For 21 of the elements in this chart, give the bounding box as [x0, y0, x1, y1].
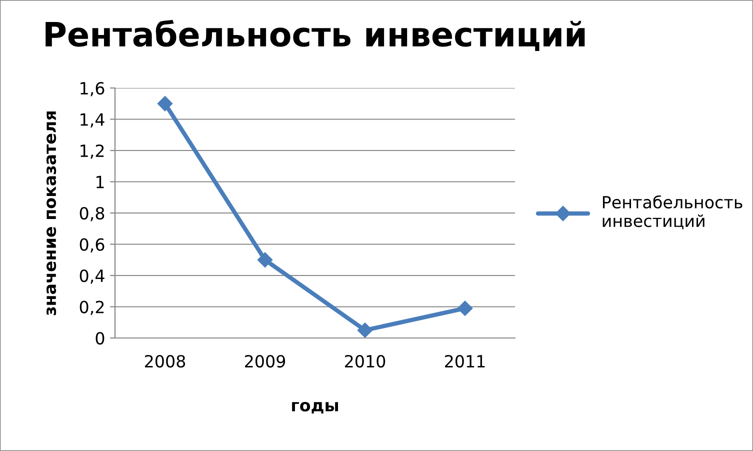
- point: [157, 96, 173, 112]
- x-tick-label: 2010: [345, 354, 386, 368]
- y-tick-label: 1,6: [80, 82, 104, 96]
- y-tick-label: 0,4: [80, 269, 104, 284]
- x-axis-title: годы: [292, 402, 338, 414]
- y-tick-label: 0,6: [80, 238, 104, 253]
- x-tick-label: 2008: [145, 354, 186, 368]
- legend-label: Рентабельность инвестиций: [602, 195, 742, 230]
- x-tick-label: 2009: [245, 354, 286, 368]
- point: [457, 300, 473, 316]
- y-tick-label: 0,2: [80, 300, 104, 316]
- y-tick-label: 0: [96, 332, 104, 345]
- y-axis-title: значение показателя: [46, 111, 56, 316]
- y-tick-label: 1,4: [80, 113, 104, 128]
- y-tick-label: 0,8: [80, 206, 104, 222]
- point: [257, 252, 273, 268]
- y-tick-label: 1: [96, 176, 104, 188]
- y-tick-label: 1,2: [80, 144, 104, 159]
- chart-title: Рентабельность инвестиций: [46, 20, 585, 51]
- x-tick-label: 2011: [445, 354, 485, 368]
- point: [357, 322, 373, 338]
